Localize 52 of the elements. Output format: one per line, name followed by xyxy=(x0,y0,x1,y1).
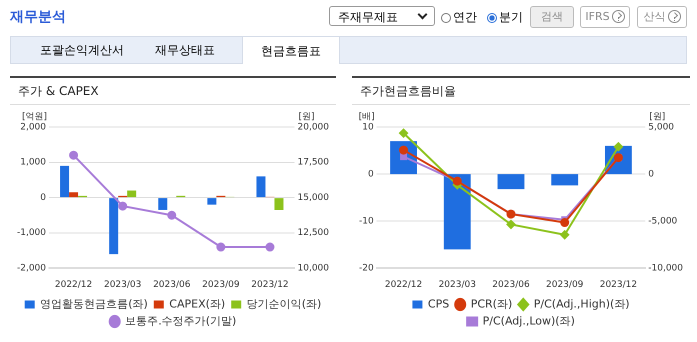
chart-title: 주가 & CAPEX xyxy=(10,78,336,105)
legend-label: P/C(Adj.,High)(좌) xyxy=(534,297,630,310)
y2-tick-label: 20,000 xyxy=(298,122,330,132)
y2-tick-label: 5,000 xyxy=(648,122,674,132)
y2-tick-label: 10,000 xyxy=(298,264,330,274)
y-tick-label: -20 xyxy=(358,264,374,274)
y2-tick-label: -5,000 xyxy=(648,216,678,226)
y-tick-label: -1,000 xyxy=(16,228,46,238)
text: 산식 xyxy=(637,6,687,28)
y-tick-label: 1,000 xyxy=(20,158,46,168)
y-axis-title: [배] xyxy=(358,112,375,122)
text: 포괄손익계산서 xyxy=(40,42,124,59)
text: IFRS xyxy=(580,6,630,28)
text: 연간 xyxy=(452,9,477,26)
x-tick-label: 2023/09 xyxy=(546,280,584,290)
x-tick-label: 2023/03 xyxy=(438,280,476,290)
y2-tick-label: 17,500 xyxy=(298,158,330,168)
y2-tick-label: -10,000 xyxy=(648,264,684,274)
y-axis-title: [억원] xyxy=(22,112,48,122)
y-tick-label: -2,000 xyxy=(16,264,46,274)
y2-tick-label: 0 xyxy=(648,169,654,180)
legend-label: P/C(Adj.,Low)(좌) xyxy=(482,314,575,328)
x-tick-label: 2023/03 xyxy=(104,280,142,290)
chart-title: 주가현금흐름비율 xyxy=(352,78,690,105)
y-tick-label: 2,000 xyxy=(20,122,46,132)
legend-label: CPS xyxy=(428,297,450,310)
y-tick-label: 0 xyxy=(368,169,374,180)
y-tick-label: -10 xyxy=(358,216,374,226)
text: 현금흐름표 xyxy=(242,36,340,64)
y2-axis-title: [원] xyxy=(649,112,666,122)
text: 재무상태표 xyxy=(155,42,215,59)
legend-label: PCR(좌) xyxy=(470,297,512,310)
y2-tick-label: 15,000 xyxy=(298,192,330,203)
text: 분기 xyxy=(498,9,523,26)
y2-axis-title: [원] xyxy=(298,112,315,122)
legend-label: 당기순이익(좌) xyxy=(246,297,322,310)
text: 재무분석 xyxy=(10,8,66,26)
legend-label: 영업활동현금흐름(좌) xyxy=(40,297,148,310)
text: 주재무제표 xyxy=(329,6,435,26)
x-tick-label: 2022/12 xyxy=(384,280,422,290)
y-tick-label: 10 xyxy=(362,122,374,132)
x-tick-label: 2022/12 xyxy=(54,280,92,290)
x-tick-label: 2023/12 xyxy=(600,280,638,290)
x-tick-label: 2023/12 xyxy=(251,280,289,290)
legend-label: 보통주.수정주가(기말) xyxy=(125,314,236,328)
x-tick-label: 2023/06 xyxy=(153,280,191,290)
y-tick-label: 0 xyxy=(40,192,46,203)
text: 검색 xyxy=(530,6,574,28)
x-tick-label: 2023/09 xyxy=(202,280,240,290)
legend-label: CAPEX(좌) xyxy=(169,297,226,310)
y2-tick-label: 12,500 xyxy=(298,228,330,238)
x-tick-label: 2023/06 xyxy=(492,280,530,290)
